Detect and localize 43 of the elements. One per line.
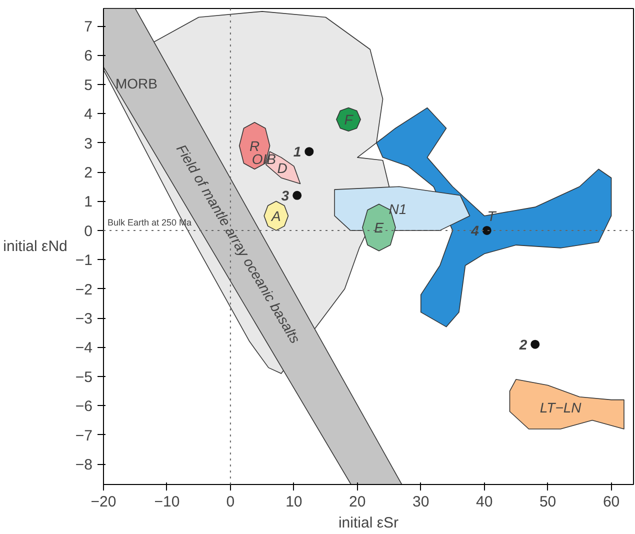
y-tick-label: −1: [75, 252, 93, 270]
series-label: N1: [388, 201, 407, 218]
y-tick-label: −5: [75, 368, 93, 386]
annotation: MORB: [116, 76, 158, 92]
x-tick-label: −10: [154, 494, 180, 510]
y-tick-label: −4: [75, 340, 93, 357]
point: [482, 226, 492, 235]
point: [530, 340, 540, 349]
y-tick-label: −6: [75, 398, 93, 416]
series-label: 1: [293, 144, 302, 160]
x-tick-label: 20: [349, 494, 366, 510]
y-tick-label: −3: [75, 310, 93, 328]
series-label: D: [277, 160, 288, 176]
series-label: R: [250, 138, 260, 154]
y-tick-label: 2: [84, 164, 92, 182]
x-tick-label: −20: [90, 494, 116, 510]
y-tick-label: 4: [84, 106, 92, 124]
y-tick-label: −2: [75, 281, 93, 298]
series-label: A: [270, 208, 281, 224]
y-tick-label: 3: [84, 135, 92, 152]
x-tick-label: 30: [412, 494, 430, 510]
y-tick-label: 7: [84, 18, 92, 36]
series-label: 4: [470, 222, 480, 238]
y-tick-label: 6: [84, 48, 92, 65]
y-tick-label: −8: [75, 456, 93, 474]
point: [304, 147, 314, 156]
y-tick-label: 1: [84, 194, 92, 211]
y-tick-label: 0: [84, 222, 92, 240]
y-tick-label: 5: [84, 76, 92, 94]
x-axis-title: initial εSr: [338, 514, 399, 532]
series-label: 3: [281, 187, 290, 204]
series-label: 2: [518, 336, 528, 352]
x-tick-label: 50: [539, 494, 556, 510]
y-tick-label: −7: [75, 427, 93, 444]
series-label: E: [374, 220, 384, 236]
x-tick-label: 60: [602, 494, 620, 510]
series-label: F: [344, 111, 354, 128]
x-tick-label: 0: [226, 494, 235, 510]
x-tick-label: 40: [476, 494, 493, 510]
y-axis-title: initial εNd: [3, 238, 68, 255]
point: [292, 190, 302, 200]
series-label: LT−LN: [540, 400, 582, 416]
x-tick-label: 10: [286, 494, 302, 510]
